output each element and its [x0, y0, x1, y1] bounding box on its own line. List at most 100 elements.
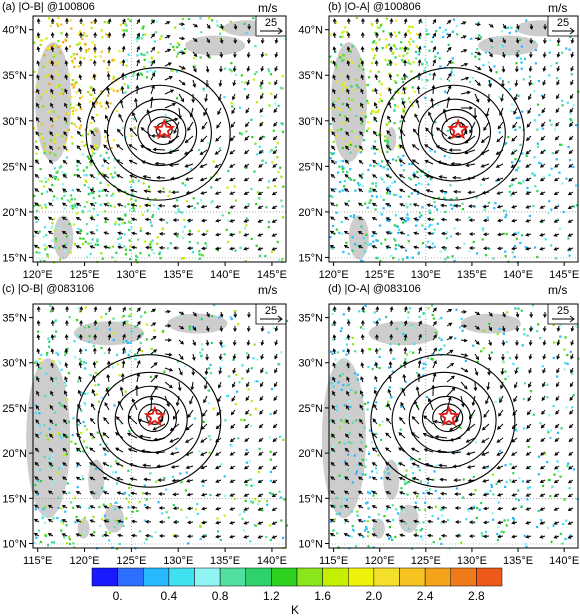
x-tick-label: 125°E: [411, 555, 441, 564]
colorbar-tick-label: 1.2: [263, 589, 280, 603]
x-tick-label: 130°E: [411, 269, 441, 281]
plot-area: 25: [26, 303, 289, 550]
y-tick-label: 40°N: [298, 25, 323, 37]
plot-background: [329, 16, 578, 262]
y-tick-label: 25°N: [2, 403, 27, 415]
plot-background: [33, 304, 286, 548]
x-tick-label: 125°E: [365, 269, 395, 281]
y-tick-label: 15°N: [298, 252, 323, 264]
streamlines: [85, 67, 231, 201]
y-tick-label: 25°N: [298, 161, 323, 173]
panel-title: (c) |O-B| @083106: [2, 283, 95, 295]
colorbar-tick-label: 2.8: [468, 589, 485, 603]
plot-background: [329, 304, 578, 548]
reference-vector: 25: [547, 15, 579, 37]
panel-d: (d) |O-A| @083106 m/s 25 115°E 120°E 125°E 1…: [292, 280, 580, 564]
colorbar-cell: [143, 567, 170, 587]
plot-frame: [328, 15, 579, 263]
ref-vector-label: 25: [557, 305, 569, 317]
colorbar-cell: [322, 567, 349, 587]
colorbar-cell: [271, 567, 298, 587]
reference-vector: 25: [547, 303, 579, 325]
x-tick-label: 140°E: [210, 269, 240, 281]
plot-frame: [328, 303, 579, 549]
colorbar-tick-label: 0.8: [212, 589, 229, 603]
map-plot: 25 115°E 120°E 125°E 130°E 135°E 140°E 10°N 15°N…: [298, 303, 580, 564]
x-tick-label: 120°E: [365, 555, 395, 564]
x-tick-label: 125°E: [69, 269, 99, 281]
x-tick-label: 120°E: [69, 555, 99, 564]
wind-vectors: [33, 305, 279, 539]
streamlines: [370, 354, 516, 488]
plot-frame: [32, 303, 287, 549]
colorbar-cell: [117, 567, 144, 587]
plot-background: [33, 16, 286, 262]
panel-a: (a) |O-B| @100806 m/s 25 120°E 125°E 130°E 1…: [0, 0, 290, 290]
colorbar-cell: [91, 567, 118, 587]
ref-vector-label: 25: [265, 17, 277, 29]
x-tick-label: 135°E: [503, 555, 533, 564]
y-tick-label: 35°N: [2, 313, 27, 325]
y-tick-label: 35°N: [2, 70, 27, 82]
colorbar-tick-label: 0.: [113, 589, 123, 603]
y-tick-label: 15°N: [2, 493, 27, 505]
colorbar-cell: [296, 567, 323, 587]
panel-b: (b) |O-A| @100806 m/s 25 120°E 125°E 130°E 1…: [292, 0, 580, 290]
y-tick-label: 20°N: [2, 448, 27, 460]
grid-lines: [33, 304, 286, 548]
colorbar-tick-label: 2.4: [417, 589, 434, 603]
plot-area: 25: [32, 15, 287, 264]
y-tick-label: 15°N: [2, 252, 27, 264]
storm-center-star: [143, 405, 166, 427]
x-tick-label: 145°E: [257, 269, 287, 281]
land-mass: [35, 20, 274, 260]
reference-vector: 25: [255, 303, 287, 325]
plot-frame: [32, 15, 287, 263]
storm-center-star: [437, 405, 460, 427]
panel-title: (a) |O-B| @100806: [2, 1, 95, 13]
y-tick-label: 30°N: [298, 358, 323, 370]
x-tick-label: 135°E: [210, 555, 240, 564]
panel-title: (d) |O-A| @083106: [328, 283, 421, 295]
reference-vector: 25: [255, 15, 287, 37]
wind-vectors: [329, 17, 575, 251]
streamlines: [379, 67, 525, 201]
colorbar-cell: [194, 567, 221, 587]
x-tick-label: 135°E: [457, 269, 487, 281]
y-tick-label: 40°N: [2, 25, 27, 37]
panel-title: (b) |O-A| @100806: [328, 1, 421, 13]
unit-label: m/s: [548, 1, 568, 15]
colorbar-cell: [399, 567, 426, 587]
y-tick-label: 30°N: [298, 116, 323, 128]
plot-area: 25: [328, 15, 580, 264]
colorbar-tick-label: 1.6: [314, 589, 331, 603]
map-plot: 25 115°E 120°E 125°E 130°E 135°E 140°E 10°N 15°N…: [2, 303, 289, 564]
x-tick-label: 115°E: [319, 555, 348, 564]
y-tick-label: 10°N: [298, 538, 323, 550]
panel-c: (c) |O-B| @083106 m/s 25 115°E 120°E 125°E 1…: [0, 280, 290, 564]
x-tick-label: 125°E: [116, 555, 146, 564]
x-tick-label: 115°E: [23, 555, 52, 564]
map-plot: 25 120°E 125°E 130°E 135°E 140°E 145°E 15°N 20°N…: [2, 15, 287, 281]
colorbar-tick-label: 2.0: [366, 589, 383, 603]
x-tick-label: 120°E: [319, 269, 349, 281]
unit-label: m/s: [548, 283, 568, 297]
grid-lines: [329, 16, 578, 262]
map-plot: 25 120°E 125°E 130°E 135°E 140°E 145°E 15°N 20°N…: [298, 15, 580, 281]
colorbar-cell: [168, 567, 195, 587]
x-tick-label: 140°E: [503, 269, 533, 281]
colorbar-cell: [424, 567, 451, 587]
y-tick-label: 25°N: [2, 161, 27, 173]
y-tick-label: 30°N: [2, 358, 27, 370]
colorbar-cell: [348, 567, 375, 587]
colorbar-cell: [373, 567, 400, 587]
colorbar-cell: [450, 567, 477, 587]
x-tick-label: 120°E: [23, 269, 53, 281]
y-tick-label: 20°N: [298, 207, 323, 219]
unit-label: m/s: [258, 1, 278, 15]
unit-label: m/s: [258, 283, 278, 297]
y-tick-label: 30°N: [2, 116, 27, 128]
ref-vector-label: 25: [265, 305, 277, 317]
grid-lines: [33, 16, 286, 262]
y-tick-label: 15°N: [298, 493, 323, 505]
